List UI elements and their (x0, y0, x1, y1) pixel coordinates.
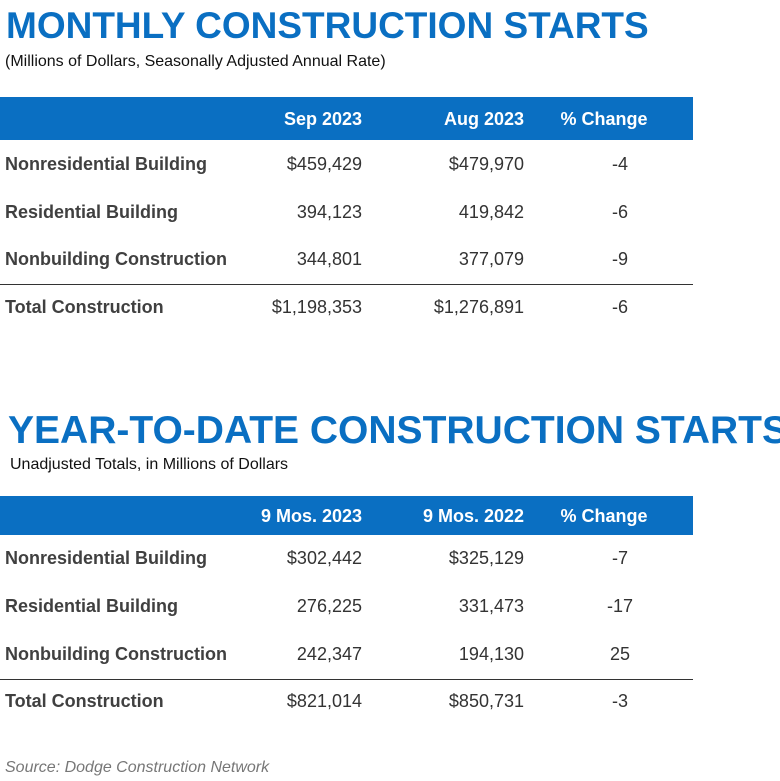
header-bar (0, 97, 693, 140)
total-rule (0, 679, 693, 680)
cell-value: -3 (611, 691, 628, 711)
cell-value: $1,276,891 (433, 297, 524, 317)
cell-value: $1,198,353 (271, 297, 362, 317)
cell-value: 331,473 (458, 596, 524, 616)
column-header: Sep 2023 (283, 108, 362, 129)
source-note: Source: Dodge Construction Network (5, 759, 270, 776)
cell-value: 242,347 (296, 644, 362, 664)
cell-value: 194,130 (458, 644, 524, 664)
column-header: 9 Mos. 2023 (260, 505, 362, 526)
section-title: YEAR-TO-DATE CONSTRUCTION STARTS (8, 409, 780, 452)
cell-value: -9 (611, 249, 628, 269)
cell-value: 25 (609, 644, 631, 664)
section-subtitle: (Millions of Dollars, Seasonally Adjuste… (5, 53, 386, 70)
row-label: Residential Building (5, 202, 179, 222)
column-header: Aug 2023 (443, 108, 524, 129)
row-label: Total Construction (5, 297, 164, 317)
cell-value: $302,442 (286, 548, 362, 568)
cell-value: -6 (611, 202, 628, 222)
row-label: Nonbuilding Construction (5, 644, 227, 664)
cell-value: $479,970 (448, 154, 524, 174)
row-label: Nonresidential Building (5, 548, 208, 568)
row-label: Residential Building (5, 596, 179, 616)
column-header: % Change (560, 505, 648, 526)
column-header: % Change (560, 108, 648, 129)
cell-value: $325,129 (448, 548, 524, 568)
total-rule (0, 284, 693, 285)
cell-value: -4 (611, 154, 628, 174)
row-label: Nonresidential Building (5, 154, 208, 174)
cell-value: 276,225 (296, 596, 362, 616)
cell-value: 344,801 (296, 249, 362, 269)
cell-value: -6 (611, 297, 628, 317)
section-subtitle: Unadjusted Totals, in Millions of Dollar… (10, 456, 289, 473)
cell-value: 419,842 (458, 202, 524, 222)
cell-value: 377,079 (458, 249, 524, 269)
column-header: 9 Mos. 2022 (422, 505, 524, 526)
row-label: Total Construction (5, 691, 164, 711)
cell-value: -17 (606, 596, 633, 616)
row-label: Nonbuilding Construction (5, 249, 227, 269)
cell-value: $850,731 (448, 691, 524, 711)
section-title: MONTHLY CONSTRUCTION STARTS (6, 5, 649, 46)
cell-value: 394,123 (296, 202, 362, 222)
cell-value: $821,014 (286, 691, 362, 711)
cell-value: -7 (611, 548, 628, 568)
cell-value: $459,429 (286, 154, 362, 174)
header-bar (0, 496, 693, 535)
